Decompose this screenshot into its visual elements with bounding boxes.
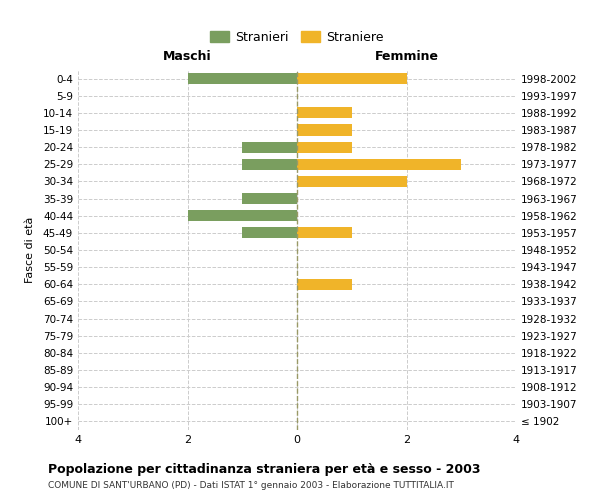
Bar bbox=[297, 228, 352, 238]
Text: Maschi: Maschi bbox=[163, 50, 212, 63]
Bar bbox=[297, 142, 352, 152]
Bar bbox=[297, 278, 352, 290]
Text: Femmine: Femmine bbox=[374, 50, 439, 63]
Bar bbox=[187, 73, 297, 84]
Text: Popolazione per cittadinanza straniera per età e sesso - 2003: Popolazione per cittadinanza straniera p… bbox=[48, 462, 481, 475]
Bar bbox=[242, 142, 297, 152]
Bar bbox=[297, 108, 352, 118]
Legend: Stranieri, Straniere: Stranieri, Straniere bbox=[205, 26, 389, 49]
Bar bbox=[187, 210, 297, 222]
Bar bbox=[297, 158, 461, 170]
Bar bbox=[242, 193, 297, 204]
Bar bbox=[242, 228, 297, 238]
Y-axis label: Fasce di età: Fasce di età bbox=[25, 217, 35, 283]
Bar bbox=[242, 158, 297, 170]
Text: COMUNE DI SANT'URBANO (PD) - Dati ISTAT 1° gennaio 2003 - Elaborazione TUTTITALI: COMUNE DI SANT'URBANO (PD) - Dati ISTAT … bbox=[48, 481, 454, 490]
Bar bbox=[297, 73, 407, 84]
Y-axis label: Anni di nascita: Anni di nascita bbox=[597, 209, 600, 291]
Bar bbox=[297, 176, 407, 187]
Bar bbox=[297, 124, 352, 136]
